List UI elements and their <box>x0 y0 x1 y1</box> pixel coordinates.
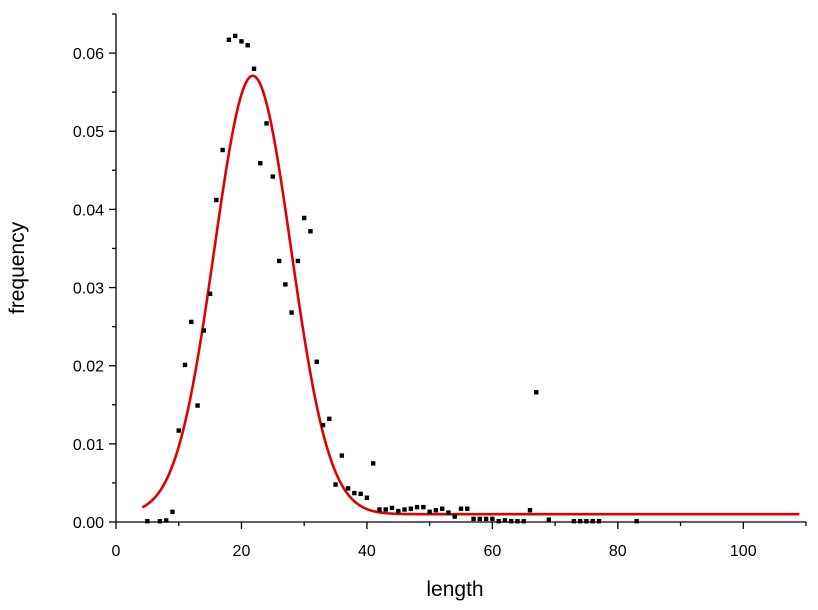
data-point <box>239 39 244 44</box>
data-point <box>502 518 508 523</box>
data-point <box>546 517 552 522</box>
x-tick-label: 100 <box>730 543 757 560</box>
y-tick-label: 0.01 <box>73 437 104 454</box>
data-point <box>195 403 200 408</box>
data-point <box>201 328 207 333</box>
data-point <box>264 121 269 126</box>
data-point <box>527 508 533 513</box>
data-point <box>339 453 345 458</box>
data-point <box>276 258 282 264</box>
y-tick-label: 0.04 <box>73 202 104 219</box>
data-point <box>226 37 232 42</box>
data-point <box>364 495 370 500</box>
data-point <box>145 519 150 524</box>
data-point <box>396 508 401 514</box>
data-point <box>414 504 420 510</box>
data-point <box>333 482 338 487</box>
data-point <box>270 174 276 179</box>
y-tick-label: 0.06 <box>73 46 104 63</box>
data-point <box>176 428 181 433</box>
data-point <box>458 506 464 511</box>
data-point <box>258 161 263 166</box>
data-point <box>170 509 175 515</box>
data-point <box>477 516 483 522</box>
x-tick-label: 60 <box>483 543 501 560</box>
data-point <box>370 461 376 466</box>
data-point <box>634 519 639 524</box>
data-point <box>189 319 194 325</box>
data-point <box>433 508 439 513</box>
data-point <box>163 518 169 523</box>
x-tick-label: 40 <box>358 543 376 560</box>
data-point <box>377 507 382 512</box>
data-point <box>283 282 288 287</box>
axes <box>109 13 807 529</box>
data-point <box>496 519 501 524</box>
data-point <box>446 510 451 515</box>
data-point <box>402 507 407 512</box>
data-point <box>483 516 489 522</box>
data-point <box>490 516 495 522</box>
data-point <box>571 519 577 524</box>
x-axis-title: length <box>426 578 483 601</box>
y-tick-label: 0.05 <box>73 124 104 141</box>
data-point <box>182 362 188 368</box>
data-point <box>590 519 595 524</box>
data-points-layer <box>145 33 639 524</box>
data-point <box>577 519 583 524</box>
data-point <box>421 504 426 510</box>
fit-curve <box>141 74 800 516</box>
data-point <box>295 258 301 264</box>
data-point <box>251 66 257 71</box>
data-point <box>157 519 163 524</box>
x-tick-label: 20 <box>233 543 251 560</box>
data-point <box>584 519 589 524</box>
data-point <box>408 506 414 511</box>
y-tick-label: 0.03 <box>73 281 104 298</box>
data-point <box>465 506 470 511</box>
data-point <box>345 486 351 491</box>
data-point <box>207 291 213 296</box>
data-point <box>383 507 388 512</box>
data-point <box>515 519 520 524</box>
data-point <box>427 509 432 515</box>
data-point <box>358 491 363 497</box>
data-point <box>301 215 307 221</box>
x-tick-label: 80 <box>609 543 627 560</box>
data-point <box>452 514 457 519</box>
data-point <box>220 147 225 153</box>
data-point <box>389 505 395 511</box>
data-point <box>596 519 602 524</box>
data-point <box>232 33 238 39</box>
data-point <box>534 390 539 395</box>
y-tick-label: 0.02 <box>73 359 104 376</box>
data-point <box>308 229 313 234</box>
data-point <box>352 490 357 496</box>
data-point <box>214 197 219 203</box>
data-point <box>471 516 476 522</box>
fit-curve-layer <box>141 74 800 516</box>
data-point <box>320 422 326 428</box>
x-tick-label: 0 <box>112 543 121 560</box>
data-point <box>245 43 250 48</box>
data-point <box>327 416 332 422</box>
y-tick-label: 0.00 <box>73 515 104 532</box>
data-point <box>521 519 526 524</box>
axis-labels: 0 20 40 60 80 100 0.00 0.01 0.02 0.03 0.04 0.05 0.06… <box>6 46 757 601</box>
data-point <box>289 310 294 315</box>
data-point <box>439 506 445 511</box>
y-axis-title: frequency <box>6 221 29 314</box>
data-point <box>314 359 319 364</box>
data-point <box>508 519 514 524</box>
